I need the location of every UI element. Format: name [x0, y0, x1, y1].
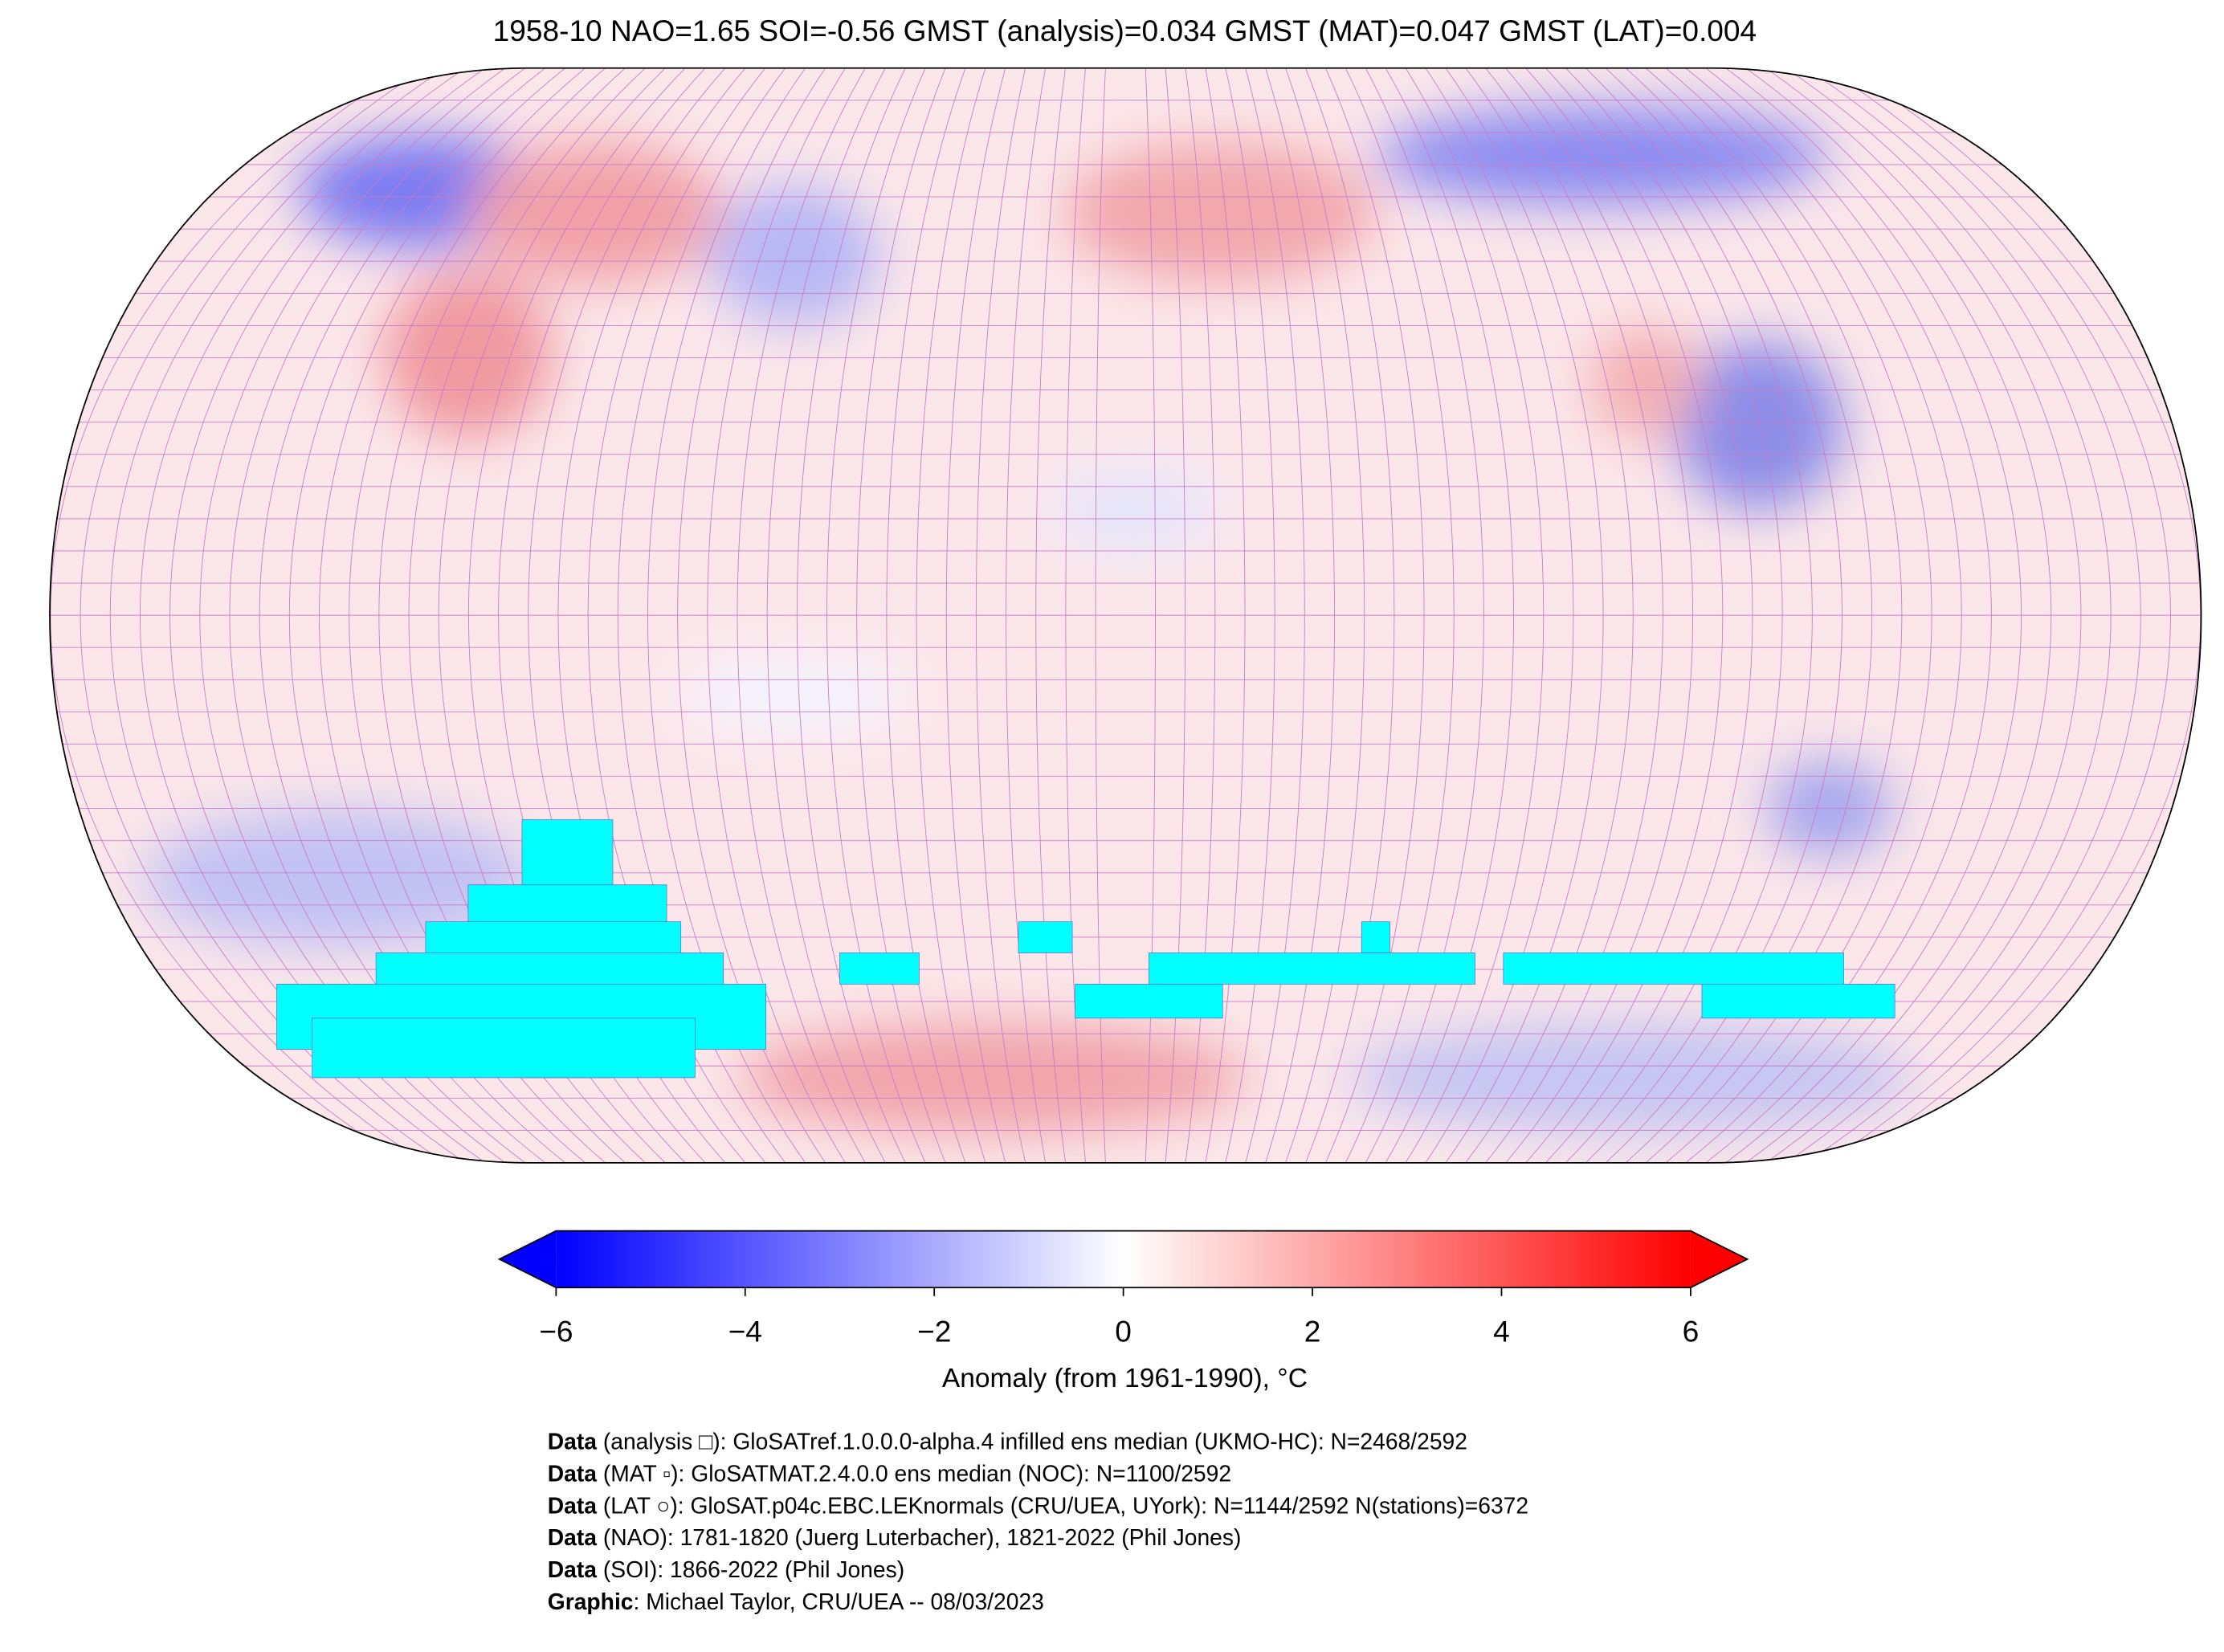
meridian — [707, 67, 1545, 1163]
anomaly-field — [141, 106, 1915, 1135]
meridian — [229, 67, 2022, 1163]
meridian — [319, 67, 1932, 1163]
missing-cells — [276, 819, 1896, 1079]
meridian — [139, 67, 2112, 1163]
credit-text: (analysis □): GloSATref.1.0.0.0-alpha.4 … — [597, 1429, 1467, 1454]
colorbar-extend-low — [499, 1230, 557, 1288]
meridian — [916, 67, 1335, 1163]
meridian — [766, 67, 1484, 1163]
meridian — [557, 67, 1694, 1163]
credit-text: (SOI): 1866-2022 (Phil Jones) — [597, 1556, 904, 1582]
colorbar-ramp — [556, 1230, 1691, 1288]
credit-line: Graphic: Michael Taylor, CRU/UEA -- 08/0… — [548, 1589, 1044, 1614]
meridian — [259, 67, 1992, 1163]
colorbar: −6 −4 −2 0 2 4 6 — [497, 1230, 1749, 1348]
colorbar-tick-label: 6 — [1683, 1314, 1700, 1348]
title: 1958-10 NAO=1.65 SOI=-0.56 GMST (analysi… — [493, 14, 1757, 47]
meridian — [467, 67, 1783, 1163]
credit-text: (NAO): 1781-1820 (Juerg Luterbacher), 18… — [597, 1524, 1241, 1550]
map — [50, 67, 2202, 1163]
meridian — [587, 67, 1663, 1163]
meridian — [886, 67, 1365, 1163]
meridian — [737, 67, 1515, 1163]
meridian — [349, 67, 1903, 1163]
meridian — [408, 67, 1842, 1163]
meridian — [826, 67, 1425, 1163]
meridian — [288, 67, 1962, 1163]
meridian — [975, 67, 1275, 1163]
meridian — [528, 67, 1724, 1163]
credit-bold: Data — [548, 1429, 598, 1454]
meridian — [1065, 67, 1186, 1163]
meridian — [677, 67, 1574, 1163]
credit-line: Data (NAO): 1781-1820 (Juerg Luterbacher… — [548, 1524, 1242, 1550]
credit-bold: Data — [548, 1524, 598, 1550]
meridian — [856, 67, 1395, 1163]
credit-line: Data (LAT ○): GloSAT.p04c.EBC.LEKnormals… — [548, 1492, 1528, 1518]
meridian — [617, 67, 1634, 1163]
credit-line: Data (MAT ▫): GloSATMAT.2.4.0.0 ens medi… — [548, 1460, 1231, 1486]
colorbar-extend-high — [1690, 1230, 1748, 1288]
meridian — [945, 67, 1305, 1163]
meridian — [438, 67, 1813, 1163]
colorbar-tick-label: 4 — [1493, 1314, 1510, 1348]
credit-line: Data (SOI): 1866-2022 (Phil Jones) — [548, 1556, 904, 1582]
colorbar-label: Anomaly (from 1961-1990), °C — [942, 1364, 1308, 1393]
credit-text: : Michael Taylor, CRU/UEA -- 08/03/2023 — [634, 1589, 1044, 1614]
meridian — [199, 67, 2052, 1163]
meridian — [1006, 67, 1246, 1163]
colorbar-tick-label: 0 — [1115, 1314, 1132, 1348]
credit-text: (MAT ▫): GloSATMAT.2.4.0.0 ens median (N… — [597, 1460, 1231, 1486]
meridian — [498, 67, 1753, 1163]
meridian — [80, 67, 2171, 1163]
meridian — [378, 67, 1873, 1163]
meridian — [109, 67, 2141, 1163]
colorbar-tick-label: 2 — [1304, 1314, 1321, 1348]
colorbar-tick-label: −4 — [728, 1314, 762, 1348]
credit-bold: Data — [548, 1492, 598, 1518]
map-outline — [49, 67, 2202, 1164]
credit-bold: Data — [548, 1556, 598, 1582]
meridian — [169, 67, 2082, 1163]
meridian — [796, 67, 1455, 1163]
credit-bold: Data — [548, 1460, 598, 1486]
meridian — [1095, 67, 1156, 1163]
credit-line: Data (analysis □): GloSATref.1.0.0.0-alp… — [548, 1429, 1467, 1454]
credit-bold: Graphic — [548, 1589, 634, 1614]
credits: Data (analysis □): GloSATref.1.0.0.0-alp… — [548, 1429, 1528, 1615]
meridian — [647, 67, 1604, 1163]
meridian — [1035, 67, 1216, 1163]
colorbar-tick-label: −2 — [917, 1314, 951, 1348]
colorbar-tick-label: −6 — [539, 1314, 573, 1348]
credit-text: (LAT ○): GloSAT.p04c.EBC.LEKnormals (CRU… — [597, 1492, 1528, 1518]
